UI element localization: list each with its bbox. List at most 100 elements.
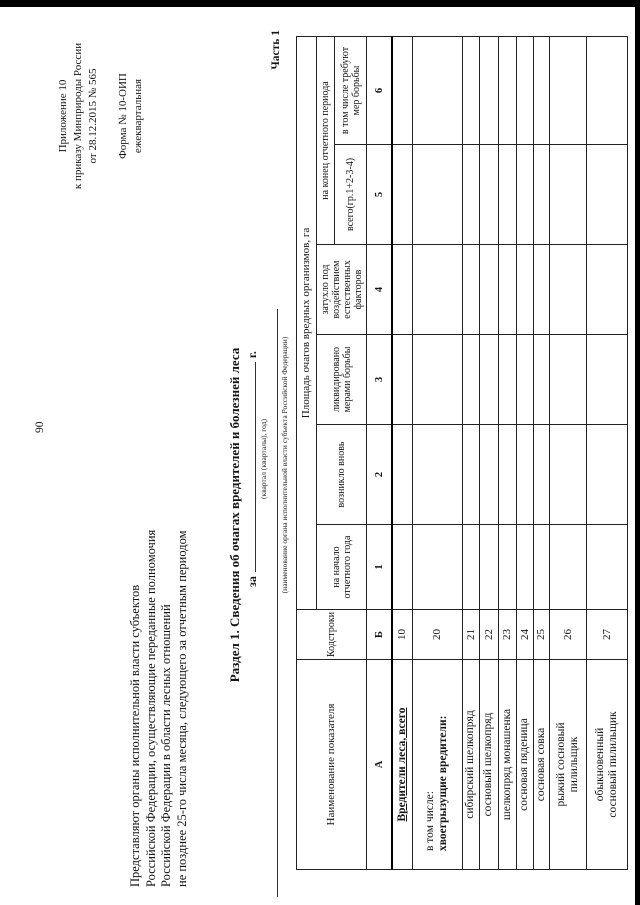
data-cell bbox=[498, 144, 516, 245]
area-span-header: Площадь очагов вредных организмов, га bbox=[296, 36, 317, 610]
data-cell bbox=[498, 524, 516, 610]
period-blank-line bbox=[243, 362, 256, 573]
col4-header: затухло под воздействием естественных фа… bbox=[316, 244, 367, 335]
form-code: Форма № 10-ОИП bbox=[117, 73, 129, 159]
data-cell bbox=[498, 36, 516, 145]
row-code-cell: 23 bbox=[498, 609, 516, 660]
form-periodicity: ежеквартальная bbox=[132, 78, 144, 154]
indicator-name-cell: обыкновенный сосновый пилильщик bbox=[586, 659, 627, 870]
data-cell bbox=[586, 524, 627, 610]
period-year-label: г. bbox=[245, 351, 259, 359]
letter-cell: 1 bbox=[366, 524, 392, 610]
data-cell bbox=[586, 244, 627, 335]
row-code-cell: 21 bbox=[462, 609, 479, 660]
data-cell bbox=[516, 36, 533, 145]
org-signature-line bbox=[264, 309, 278, 897]
row-code-cell: 20 bbox=[412, 609, 462, 660]
data-cell bbox=[479, 144, 498, 245]
period-line: за г. bbox=[243, 351, 260, 587]
data-cell bbox=[549, 524, 586, 610]
indicator-name-cell: сосновая пяденица bbox=[516, 659, 533, 870]
col-code-header: Кодстроки bbox=[296, 609, 367, 660]
appendix-block: Приложение 10 к приказу Минприроды Росси… bbox=[56, 26, 146, 206]
letter-cell: 3 bbox=[366, 334, 392, 425]
data-cell bbox=[479, 244, 498, 335]
row-code-cell: 10 bbox=[392, 609, 412, 660]
provider-note: Представляют органы исполнительной власт… bbox=[128, 327, 190, 887]
scan-edge-shadow-right bbox=[0, 0, 640, 7]
data-cell bbox=[516, 244, 533, 335]
col-name-header: Наименование показателя bbox=[296, 659, 367, 870]
data-cell bbox=[479, 524, 498, 610]
data-cell bbox=[479, 424, 498, 525]
table-row: шелкопряд монашенка 23 bbox=[498, 36, 516, 870]
data-cell bbox=[392, 334, 412, 425]
appendix-line: к приказу Минприроды России bbox=[72, 42, 84, 190]
data-cell bbox=[412, 144, 462, 245]
col6-header: в том числе требуют мер борьбы bbox=[334, 36, 367, 145]
data-cell bbox=[462, 424, 479, 525]
row-code-cell: 24 bbox=[516, 609, 533, 660]
row-code-cell: 22 bbox=[479, 609, 498, 660]
row-code-cell: 25 bbox=[533, 609, 549, 660]
letter-cell: 6 bbox=[366, 36, 392, 145]
provider-note-line: Представляют органы исполнительной власт… bbox=[128, 584, 142, 887]
data-cell bbox=[586, 424, 627, 525]
table-row: Вредители леса, всего 10 bbox=[392, 36, 412, 870]
org-caption: (наименование органа исполнительной влас… bbox=[280, 336, 289, 594]
page-number: 90 bbox=[34, 421, 46, 434]
scan-edge-shadow-bottom bbox=[635, 0, 640, 905]
section-title: Раздел 1. Сведения об очагах вредителей … bbox=[227, 347, 242, 683]
part-label: Часть 1 bbox=[270, 30, 282, 70]
data-cell bbox=[533, 524, 549, 610]
letter-cell: А bbox=[366, 659, 392, 870]
indicator-name-cell: сосновый шелкопряд bbox=[479, 659, 498, 870]
data-cell bbox=[392, 424, 412, 525]
data-cell bbox=[586, 36, 627, 145]
provider-note-line: Российской Федерации, осуществляющие пер… bbox=[143, 529, 158, 887]
data-cell bbox=[462, 244, 479, 335]
letter-cell: 2 bbox=[366, 424, 392, 525]
data-cell bbox=[549, 36, 586, 145]
data-cell bbox=[549, 334, 586, 425]
data-cell bbox=[549, 424, 586, 525]
data-cell bbox=[412, 524, 462, 610]
table-row: обыкновенный сосновый пилильщик 27 bbox=[586, 36, 627, 870]
data-cell bbox=[516, 424, 533, 525]
end-period-span-header: на конец отчетного периода bbox=[316, 36, 335, 245]
data-cell bbox=[412, 36, 462, 145]
data-cell bbox=[479, 36, 498, 145]
data-cell bbox=[498, 244, 516, 335]
col3-header: ликвидировано мерами борьбы bbox=[316, 334, 367, 425]
indicator-name-cell: рыжий сосновый пилильщик bbox=[549, 659, 586, 870]
data-cell bbox=[412, 244, 462, 335]
indicator-name-cell: шелкопряд монашенка bbox=[498, 659, 516, 870]
data-cell bbox=[392, 144, 412, 245]
table-row: рыжий сосновый пилильщик 26 bbox=[549, 36, 586, 870]
indicator-name-cell: в том числе: хвоегрызущие вредители: bbox=[412, 659, 462, 870]
data-cell bbox=[533, 244, 549, 335]
indicator-name-cell: сосновая совка bbox=[533, 659, 549, 870]
data-cell bbox=[479, 334, 498, 425]
data-cell bbox=[516, 334, 533, 425]
data-cell bbox=[412, 424, 462, 525]
column-letter-row: А Б 1 2 3 4 5 6 bbox=[366, 36, 392, 870]
row-code-cell: 27 bbox=[586, 609, 627, 660]
appendix-line: Приложение 10 bbox=[57, 79, 69, 153]
table-row: сибирский шелкопряд 21 bbox=[462, 36, 479, 870]
data-cell bbox=[533, 36, 549, 145]
letter-cell: Б bbox=[366, 609, 392, 660]
data-cell bbox=[462, 144, 479, 245]
table-row: сосновая совка 25 bbox=[533, 36, 549, 870]
data-cell bbox=[516, 144, 533, 245]
data-cell bbox=[586, 144, 627, 245]
data-cell bbox=[462, 36, 479, 145]
indicator-name-cell: Вредители леса, всего bbox=[392, 659, 412, 870]
appendix-line: от 28.12.2015 № 565 bbox=[87, 68, 99, 164]
col1-header: на начало отчетного года bbox=[316, 524, 367, 610]
data-cell bbox=[533, 424, 549, 525]
data-cell bbox=[462, 334, 479, 425]
data-cell bbox=[516, 524, 533, 610]
